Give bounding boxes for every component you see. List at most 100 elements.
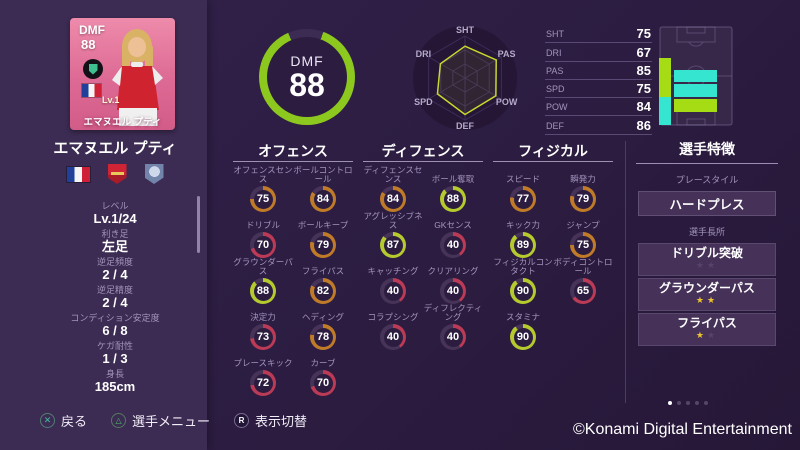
r-button-icon: R: [234, 413, 250, 428]
stat-cell: アグレッシブネス 87: [363, 212, 423, 258]
radar-axis-label: DEF: [456, 121, 474, 131]
skill-item: ドリブル突破 ★★: [638, 243, 776, 276]
stat-gauge-value: 40: [443, 281, 463, 301]
stat-gauge: 77: [510, 186, 536, 212]
stat-section: フィジカル スピード 77 瞬発力 79 キック力 89 ジャンプ 75 フィジカルコンタクト 90…: [493, 141, 613, 396]
card-rating: 88: [81, 37, 96, 52]
stat-gauge-value: 90: [513, 327, 533, 347]
stat-gauge: 40: [440, 232, 466, 258]
attribute-item: 身長 185cm: [12, 369, 218, 394]
summary-row: SPD 75: [545, 80, 652, 99]
stat-gauge-value: 73: [253, 327, 273, 347]
stat-gauge-value: 75: [253, 189, 273, 209]
section-grid: オフェンスセンス 75 ボールコントロール 84 ドリブル 70 ボールキープ 79 グラウンダ…: [233, 166, 353, 396]
stat-gauge: 40: [380, 278, 406, 304]
summary-row: SHT 75: [545, 25, 652, 44]
skill-item: グラウンダーパス ★★: [638, 278, 776, 311]
section-underline: [363, 161, 483, 162]
stat-cell: スピード 77: [493, 166, 553, 212]
attribute-label: ケガ耐性: [96, 341, 133, 351]
stat-gauge: 88: [250, 278, 276, 304]
club-crest-icon: [107, 164, 127, 184]
stat-gauge-value: 82: [313, 281, 333, 301]
summary-row: POW 84: [545, 98, 652, 117]
radar-axis-label: SPD: [414, 97, 433, 107]
triangle-button[interactable]: △ 選手メニュー: [111, 411, 210, 430]
stat-gauge-value: 88: [443, 189, 463, 209]
stat-gauge-value: 40: [383, 327, 403, 347]
badge-row: [12, 163, 218, 185]
star-icon: ★: [707, 260, 719, 270]
summary-row: DRI 67: [545, 43, 652, 62]
stat-gauge: 84: [310, 186, 336, 212]
position-cell: [674, 84, 717, 97]
stat-sections: オフェンス オフェンスセンス 75 ボールコントロール 84 ドリブル 70 ボールキープ 79…: [233, 141, 613, 396]
stat-label: キック力: [505, 220, 540, 230]
traits-underline: [636, 163, 778, 164]
radar-axis-label: DRI: [415, 49, 432, 59]
stat-gauge: 87: [380, 232, 406, 258]
cross-button[interactable]: ✕ 戻る: [40, 411, 87, 430]
position-cells: [659, 58, 717, 125]
attribute-value: 左足: [101, 239, 128, 254]
stat-cell: グラウンダーパス 88: [233, 258, 293, 304]
overall-rating-ring: DMF 88: [259, 29, 355, 125]
attribute-value: 185cm: [94, 379, 136, 394]
stat-gauge: 72: [250, 370, 276, 396]
pagination: [650, 401, 726, 405]
summary-row: PAS 85: [545, 62, 652, 80]
stat-gauge: 70: [250, 232, 276, 258]
star-icon: ★: [707, 330, 719, 340]
card-position: DMF: [79, 23, 105, 37]
pagination-dot[interactable]: [686, 401, 690, 405]
panel-divider: [625, 141, 626, 403]
traits-panel: 選手特徴 プレースタイル ハードプレス 選手長所 ドリブル突破 ★★ グラウンダーパ…: [626, 139, 788, 348]
radar-axis-label: PAS: [497, 49, 516, 59]
pagination-dot[interactable]: [695, 401, 699, 405]
skill-stars: ★★: [639, 295, 775, 305]
summary-value: 67: [636, 44, 651, 60]
stat-label: コラプシング: [367, 312, 419, 322]
stat-cell: キック力 89: [493, 212, 553, 258]
radar-axis-label: SHT: [456, 25, 474, 35]
skill-name: ドリブル突破: [670, 246, 743, 260]
section-underline: [233, 161, 353, 162]
skill-list: ドリブル突破 ★★ グラウンダーパス ★★ フライパス ★★: [638, 243, 776, 346]
stat-gauge-value: 90: [513, 281, 533, 301]
pagination-dot[interactable]: [668, 401, 672, 405]
playstyle-badge: ハードプレス: [638, 191, 776, 216]
attribute-item: ケガ耐性 1 / 3: [12, 341, 218, 366]
attribute-item: 逆足頻度 2 / 4: [12, 257, 218, 282]
overall-position: DMF: [290, 52, 324, 69]
stat-gauge: 79: [570, 186, 596, 212]
attribute-list: レベル Lv.1/24 利き足 左足 逆足頻度 2 / 4 逆足精度 2 / 4 コンディション…: [12, 201, 218, 397]
attribute-label: コンディション安定度: [70, 313, 160, 323]
sidebar-scrollbar[interactable]: [197, 196, 200, 253]
skills-label: 選手長所: [688, 227, 725, 237]
summary-row: DEF 86: [545, 116, 652, 135]
stat-cell: GKセンス 40: [423, 212, 483, 258]
skill-name: グラウンダーパス: [659, 281, 755, 295]
attribute-item: レベル Lv.1/24: [12, 201, 218, 226]
stat-cell: キャッチング 40: [363, 258, 423, 304]
pagination-dot[interactable]: [677, 401, 681, 405]
footer-buttons: ✕ 戻る △ 選手メニュー R 表示切替: [40, 411, 307, 430]
stat-gauge-value: 70: [253, 235, 273, 255]
summary-label: SPD: [546, 84, 565, 95]
stat-label: ボディコントロール: [553, 257, 613, 276]
triangle-button-icon: △: [111, 413, 127, 428]
pagination-dot[interactable]: [704, 401, 708, 405]
stat-label: 決定力: [250, 312, 276, 322]
stat-gauge: 65: [570, 278, 596, 304]
stat-gauge: 82: [310, 278, 336, 304]
position-cell: [659, 97, 671, 125]
summary-list: SHT 75 DRI 67 PAS 85 SPD 75 POW 84 DEF 86: [545, 25, 652, 135]
stat-gauge-value: 75: [573, 235, 593, 255]
player-card: DMF 88 Lv.1 エマヌエル プティ: [70, 18, 175, 130]
r-button[interactable]: R 表示切替: [234, 411, 307, 430]
attribute-item: コンディション安定度 6 / 8: [12, 313, 218, 338]
attribute-item: 利き足 左足: [12, 229, 218, 254]
stat-cell: スタミナ 90: [493, 304, 553, 350]
card-flag-france-icon: [82, 84, 101, 97]
section-underline: [493, 161, 613, 162]
